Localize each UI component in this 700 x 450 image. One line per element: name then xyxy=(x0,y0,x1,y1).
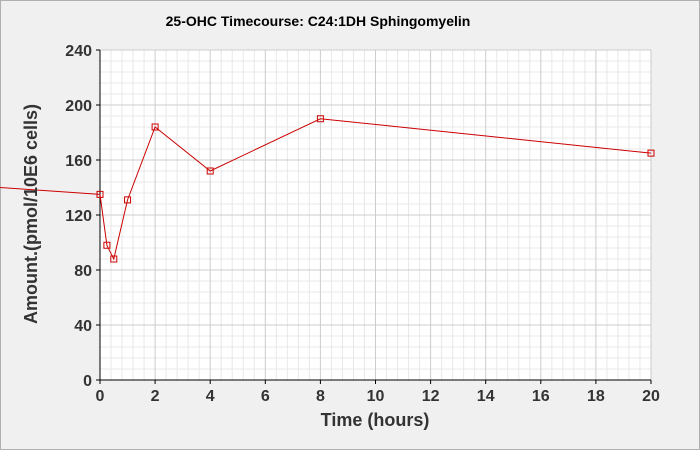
x-axis-label: Time (hours) xyxy=(321,410,430,430)
y-tick-label: 80 xyxy=(74,263,92,280)
data-point xyxy=(103,241,111,249)
chart-title: 25-OHC Timecourse: C24:1DH Sphingomyelin xyxy=(166,13,471,29)
data-point xyxy=(96,190,104,198)
x-tick-label: 2 xyxy=(151,388,160,405)
y-tick-label: 120 xyxy=(65,208,92,225)
x-tick-label: 14 xyxy=(477,388,495,405)
data-point xyxy=(206,167,214,175)
x-tick-label: 12 xyxy=(422,388,440,405)
data-point xyxy=(110,255,118,263)
tick-labels: 0 40 80 120 160 200 240 0 2 4 6 8 10 12 14 16 18 20 xyxy=(65,43,660,405)
data-point xyxy=(316,115,324,123)
x-tick-label: 8 xyxy=(316,388,325,405)
data-point xyxy=(647,149,655,157)
x-tick-label: 6 xyxy=(261,388,270,405)
grid xyxy=(99,49,652,381)
x-tick-label: 20 xyxy=(642,388,660,405)
y-tick-label: 40 xyxy=(74,318,92,335)
series-line-incoming xyxy=(0,187,101,195)
x-tick-label: 10 xyxy=(367,388,385,405)
data-point xyxy=(124,196,132,204)
x-tick-label: 16 xyxy=(532,388,550,405)
axes xyxy=(96,49,652,384)
y-tick-label: 0 xyxy=(83,373,92,390)
y-tick-label: 240 xyxy=(65,43,92,60)
data-point xyxy=(151,123,159,131)
series-line xyxy=(99,118,652,261)
y-tick-label: 160 xyxy=(65,153,92,170)
y-axis-label: Amount.(pmol/10E6 cells) xyxy=(21,104,41,324)
x-tick-label: 18 xyxy=(587,388,605,405)
y-tick-label: 200 xyxy=(65,98,92,115)
series xyxy=(0,115,655,263)
x-tick-label: 0 xyxy=(96,388,105,405)
x-tick-label: 4 xyxy=(206,388,215,405)
